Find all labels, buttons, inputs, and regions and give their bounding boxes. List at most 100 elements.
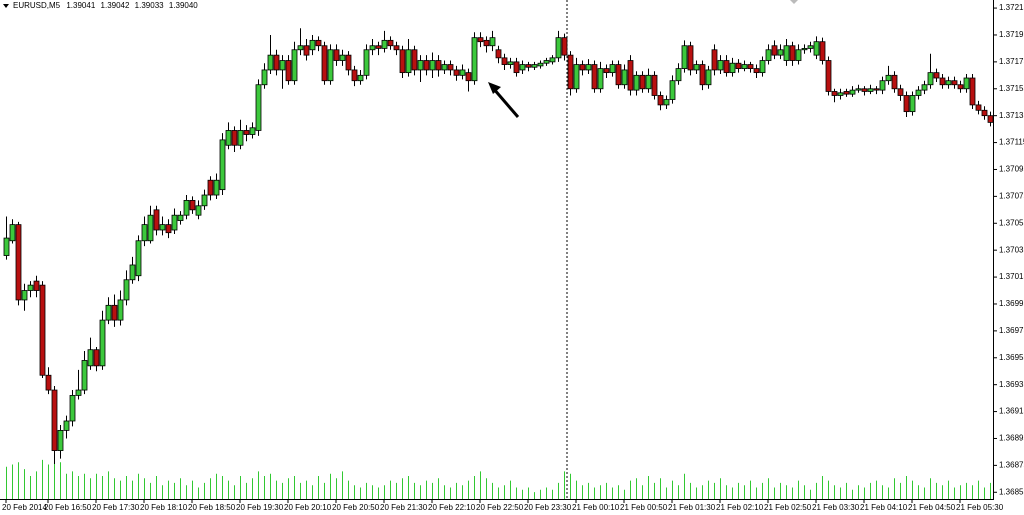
y-tick-label: 1.37055 (999, 218, 1024, 227)
x-tick-label: 21 Feb 02:10 (716, 503, 764, 512)
candle-body (531, 64, 538, 68)
candle-body (765, 49, 772, 61)
candle-body (21, 290, 28, 301)
candle-body (837, 92, 844, 96)
candle-body (813, 41, 820, 56)
arrow (488, 82, 520, 118)
candle-body (867, 88, 874, 92)
x-tick-label: 21 Feb 02:50 (764, 503, 812, 512)
candle-body (387, 39, 394, 47)
x-tick-label: 21 Feb 00:50 (620, 503, 668, 512)
candle-body (735, 62, 742, 69)
candle-body (627, 60, 634, 91)
candle-body (273, 54, 280, 71)
x-tick-label: 20 Feb 20:10 (284, 503, 332, 512)
candle-body (339, 54, 346, 61)
candle-body (333, 49, 340, 61)
candle-body (633, 74, 640, 91)
candle-body (267, 54, 274, 71)
candle-body (399, 49, 406, 74)
candle-body (327, 49, 334, 82)
candle-body (567, 54, 574, 90)
candle-body (261, 69, 268, 86)
candle-body (669, 80, 676, 100)
candle-body (183, 200, 190, 216)
candle-body (543, 60, 550, 64)
candle-body (843, 91, 850, 95)
candle-body (513, 61, 520, 74)
y-tick-label: 1.36955 (999, 353, 1024, 362)
x-tick-label: 20 Feb 22:50 (476, 503, 524, 512)
candle-body (969, 77, 976, 106)
x-tick-label: 21 Feb 01:30 (668, 503, 716, 512)
candle-body (3, 237, 10, 256)
candle-body (573, 64, 580, 90)
y-tick-label: 1.36975 (999, 326, 1024, 335)
candle-body (471, 37, 478, 82)
candle-body (603, 68, 610, 74)
candle-body (915, 89, 922, 96)
x-tick-label: 20 Feb 2014 (2, 503, 47, 512)
candle-body (123, 279, 130, 301)
candle-body (945, 80, 952, 86)
candle-body (831, 91, 838, 96)
candle-body (789, 45, 796, 61)
candle-body (711, 49, 718, 71)
y-tick-label: 1.37155 (999, 84, 1024, 93)
candle-body (807, 45, 814, 49)
candle-body (651, 74, 658, 96)
candle-body (237, 130, 244, 146)
candle-body (45, 374, 52, 391)
candle-body (549, 57, 556, 63)
candle-body (291, 49, 298, 82)
candle-body (693, 64, 700, 71)
candle-body (723, 60, 730, 74)
candle-body (279, 60, 286, 71)
y-tick-label: 1.36915 (999, 407, 1024, 416)
candle-body (225, 130, 232, 146)
candle-body (891, 74, 898, 90)
candle-body (933, 72, 940, 79)
candle-body (477, 37, 484, 43)
candle-body (963, 77, 970, 90)
x-tick-label: 21 Feb 00:10 (572, 503, 620, 512)
candle-body (87, 349, 94, 367)
candle-body (459, 69, 466, 76)
candle-body (405, 49, 412, 74)
candle-body (411, 49, 418, 71)
candle-body (111, 304, 118, 321)
y-tick-label: 1.37095 (999, 165, 1024, 174)
candle-body (195, 205, 202, 216)
symbol: EURUSD,M5 (13, 1, 61, 10)
x-tick-label: 20 Feb 16:50 (44, 503, 92, 512)
header-value: 1.39041 (66, 1, 95, 10)
candle-body (615, 64, 622, 86)
candle-body (429, 60, 436, 71)
candle-body (177, 214, 184, 221)
candle-body (51, 389, 58, 451)
x-tick-label: 20 Feb 19:30 (236, 503, 284, 512)
candle-body (129, 264, 136, 281)
candle-body (657, 95, 664, 106)
candle-body (117, 299, 124, 321)
candle-body (951, 80, 958, 86)
candle-body (855, 88, 862, 91)
y-tick-label: 1.37135 (999, 111, 1024, 120)
x-tick-label: 20 Feb 18:50 (188, 503, 236, 512)
candle-body (351, 69, 358, 82)
candle-body (621, 69, 628, 86)
candle-body (987, 115, 994, 123)
candle-body (921, 84, 928, 91)
candle-body (147, 214, 154, 242)
candle-body (537, 62, 544, 67)
candle-body (159, 224, 166, 231)
y-tick-label: 1.36995 (999, 299, 1024, 308)
y-tick-label: 1.36895 (999, 434, 1024, 443)
candle-body (141, 224, 148, 242)
candle-body (441, 64, 448, 71)
candle-body (465, 72, 472, 82)
candle-body (81, 360, 88, 391)
candle-body (285, 60, 292, 82)
menu-icon (3, 4, 9, 8)
